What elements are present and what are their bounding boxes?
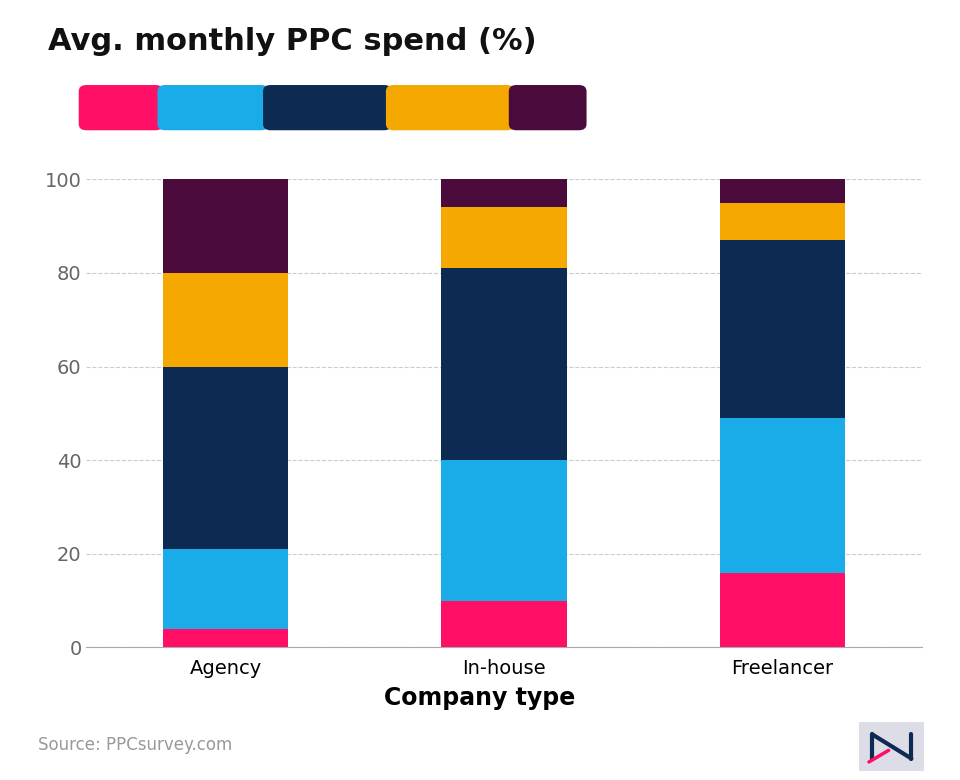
Bar: [163, 273, 288, 367]
Bar: [163, 629, 288, 647]
Text: <$5k: <$5k: [95, 98, 147, 117]
Bar: [163, 549, 288, 629]
Text: $50k–$500k: $50k–$500k: [280, 98, 374, 117]
Text: >$3m: >$3m: [518, 98, 577, 117]
FancyBboxPatch shape: [854, 719, 929, 774]
Bar: [163, 367, 288, 549]
Bar: [720, 418, 845, 573]
Bar: [442, 601, 566, 647]
Bar: [720, 240, 845, 418]
Bar: [720, 573, 845, 647]
Text: Company type: Company type: [384, 686, 576, 710]
Bar: [720, 203, 845, 240]
Bar: [442, 460, 566, 601]
Text: Avg. monthly PPC spend (%): Avg. monthly PPC spend (%): [48, 27, 537, 56]
Bar: [442, 268, 566, 460]
Text: $5k–$50k: $5k–$50k: [178, 98, 249, 117]
Text: Source: PPCsurvey.com: Source: PPCsurvey.com: [38, 736, 232, 754]
Bar: [163, 179, 288, 273]
Text: $500k–$3m: $500k–$3m: [407, 98, 493, 117]
Bar: [720, 179, 845, 203]
Bar: [442, 207, 566, 268]
Bar: [442, 179, 566, 207]
